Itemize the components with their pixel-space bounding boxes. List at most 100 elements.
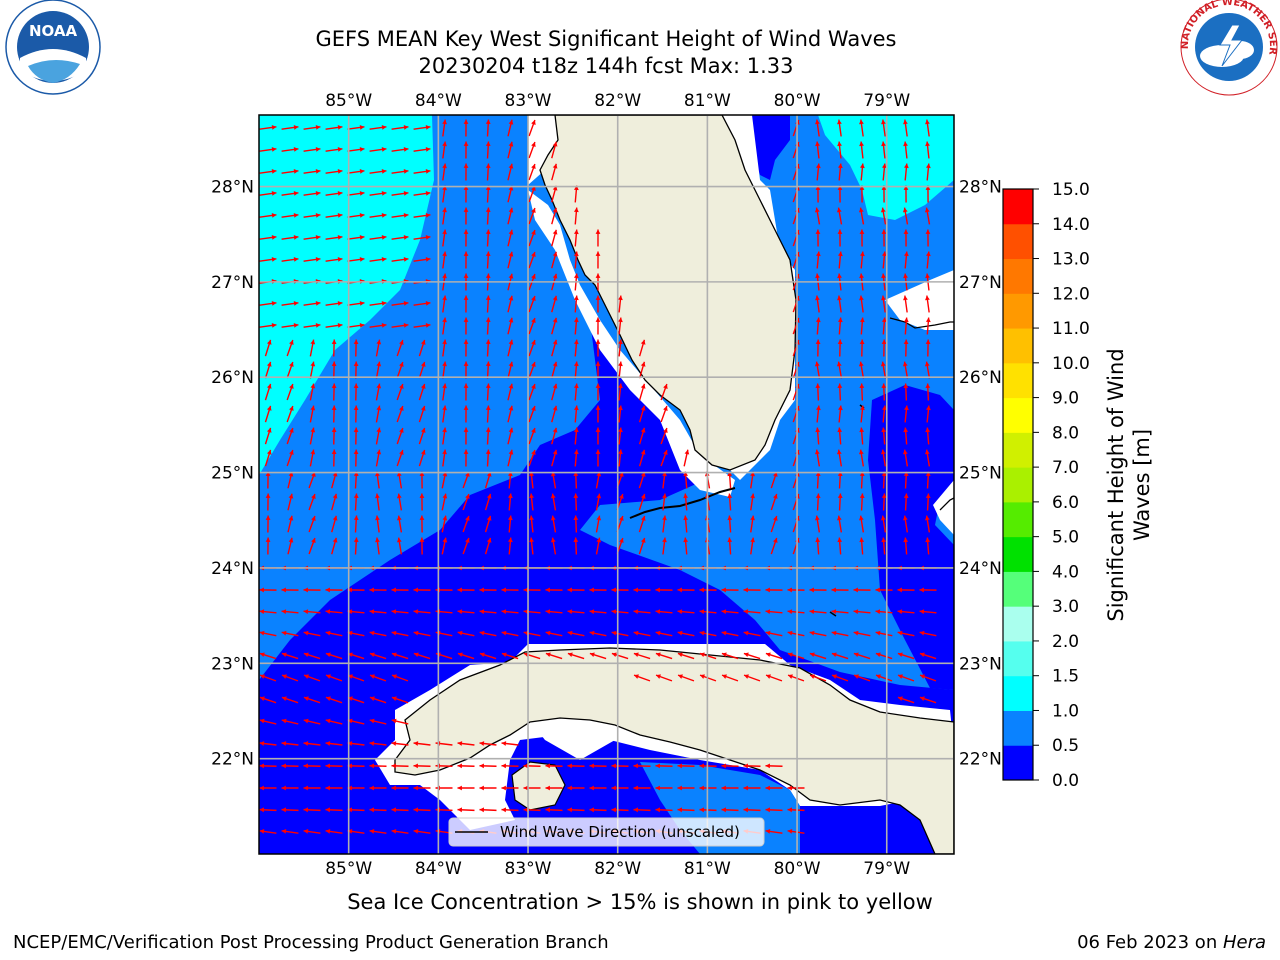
vector-arrow-70 xyxy=(442,185,447,203)
vector-arrow-560 xyxy=(853,587,871,593)
vector-arrow-85 xyxy=(281,213,299,218)
vector-arrow-297 xyxy=(903,383,909,401)
vector-arrow-565 xyxy=(281,609,299,615)
vector-arrow-639 xyxy=(545,652,563,660)
vector-arrow-97 xyxy=(551,207,558,225)
vector-arrow-247 xyxy=(925,339,931,357)
vector-arrow-142 xyxy=(551,251,558,269)
vector-arrow-737 xyxy=(413,785,431,791)
vector-arrow-637 xyxy=(501,652,519,660)
vector-arrow-0 xyxy=(259,125,277,130)
vector-arrow-747 xyxy=(633,785,651,791)
vector-arrow-323 xyxy=(904,405,909,423)
vector-arrow-290 xyxy=(638,383,646,401)
lon-tick-top-3: 82°W xyxy=(594,91,641,111)
vector-arrow-195 xyxy=(859,295,864,313)
vector-arrow-242 xyxy=(815,339,821,357)
vector-arrow-4 xyxy=(347,125,365,130)
vector-arrow-349 xyxy=(903,427,909,445)
vector-arrow-47 xyxy=(391,169,409,174)
vector-arrow-18 xyxy=(903,119,908,137)
vector-arrow-234 xyxy=(507,339,514,357)
colorbar-segment-2 xyxy=(1003,675,1033,711)
vector-arrow-769 xyxy=(567,807,585,813)
vector-arrow-76 xyxy=(573,185,579,203)
vector-arrow-123 xyxy=(815,229,821,247)
vector-arrow-695 xyxy=(281,741,299,746)
vector-arrow-103 xyxy=(880,207,887,225)
vector-arrow-647 xyxy=(721,652,739,660)
vector-arrow-138 xyxy=(463,251,469,269)
vector-arrow-306 xyxy=(418,405,426,423)
vector-arrow-36 xyxy=(837,141,842,159)
vector-arrow-273 xyxy=(264,383,272,401)
vector-arrow-182 xyxy=(413,301,431,306)
vector-arrow-251 xyxy=(331,361,337,379)
lon-tick-bottom-0: 85°W xyxy=(325,859,372,879)
vector-arrow-538 xyxy=(369,587,387,593)
vector-arrow-407 xyxy=(903,471,909,489)
vector-arrow-186 xyxy=(507,295,514,313)
colorbar-segment-9 xyxy=(1003,432,1033,468)
vector-arrow-203 xyxy=(347,323,365,328)
lat-tick-left-6: 22°N xyxy=(211,750,254,770)
vector-arrow-748 xyxy=(655,785,673,791)
vector-arrow-125 xyxy=(859,229,865,247)
vector-arrow-764 xyxy=(457,807,475,813)
vector-arrow-573 xyxy=(457,609,475,615)
vector-arrow-139 xyxy=(485,251,491,269)
vector-arrow-777 xyxy=(743,807,761,813)
vector-arrow-132 xyxy=(325,257,343,262)
colorbar-title-line2: Waves [m] xyxy=(1130,429,1154,541)
footer-date-text: 06 Feb 2023 on xyxy=(1077,932,1223,953)
lon-tick-top-2: 83°W xyxy=(505,91,552,111)
colorbar-tick-label-6: 4.0 xyxy=(1052,562,1079,582)
vector-arrow-294 xyxy=(837,383,843,401)
vector-arrow-115 xyxy=(463,229,469,247)
vector-arrow-15 xyxy=(837,119,842,137)
vector-arrow-690 xyxy=(325,718,343,725)
vector-arrow-329 xyxy=(353,427,359,445)
vector-arrow-449 xyxy=(462,515,470,533)
vector-arrow-126 xyxy=(881,229,887,247)
vector-arrow-308 xyxy=(463,405,469,423)
vector-arrow-657 xyxy=(259,674,277,682)
vector-arrow-11 xyxy=(507,119,514,137)
vector-arrow-458 xyxy=(662,515,667,533)
vector-arrow-246 xyxy=(903,339,909,357)
lat-tick-right-5: 23°N xyxy=(959,654,1002,674)
vector-arrow-441 xyxy=(287,515,294,533)
vector-arrow-413 xyxy=(353,493,359,511)
colorbar-tick-label-10: 8.0 xyxy=(1052,423,1079,443)
vector-arrow-546 xyxy=(545,587,563,593)
vector-arrow-782 xyxy=(303,829,321,834)
vector-arrow-135 xyxy=(391,257,409,262)
vector-arrow-6 xyxy=(391,125,409,130)
vector-arrow-409 xyxy=(265,493,271,511)
vector-arrow-445 xyxy=(375,515,380,533)
vector-arrow-101 xyxy=(836,207,843,225)
vector-arrow-303 xyxy=(353,405,359,423)
vector-arrow-116 xyxy=(485,229,491,247)
vector-arrow-179 xyxy=(347,301,365,306)
vector-arrow-568 xyxy=(347,609,365,615)
vector-arrow-640 xyxy=(567,652,585,660)
vector-arrow-583 xyxy=(677,609,695,615)
colorbar-tick-label-0: 0.0 xyxy=(1052,771,1079,791)
vector-arrow-496 xyxy=(815,537,821,555)
vector-arrow-140 xyxy=(507,251,514,269)
vector-arrow-493 xyxy=(750,537,755,555)
vector-arrow-477 xyxy=(396,537,403,555)
vector-arrow-484 xyxy=(550,537,557,555)
vector-arrow-436 xyxy=(859,493,865,511)
colorbar-segment-15 xyxy=(1003,223,1033,260)
vector-arrow-289 xyxy=(618,383,623,401)
vector-arrow-478 xyxy=(419,537,425,555)
vector-arrow-210 xyxy=(507,317,514,335)
vector-arrow-761 xyxy=(391,807,409,813)
land-isla-juventud xyxy=(511,761,566,811)
vector-arrow-345 xyxy=(815,427,821,445)
vector-arrow-223 xyxy=(264,339,272,357)
vector-arrow-28 xyxy=(442,141,447,159)
vector-arrow-575 xyxy=(501,609,519,615)
